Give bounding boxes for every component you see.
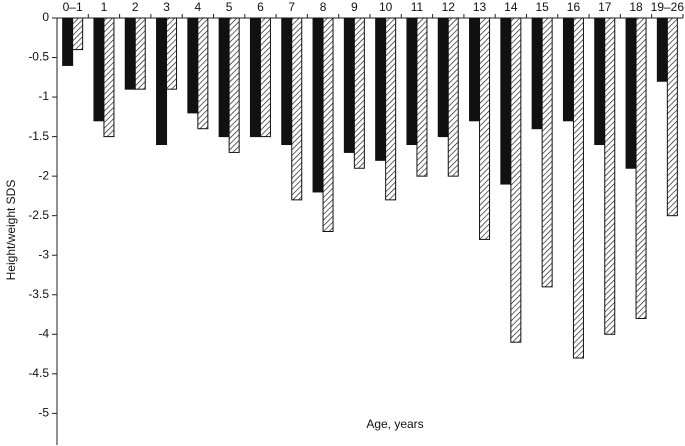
- bar: [312, 17, 324, 193]
- bar: [166, 17, 178, 90]
- x-tick-label: 13: [473, 0, 487, 14]
- y-tick-label: -5: [38, 406, 49, 420]
- y-tick-label: 0: [42, 10, 49, 24]
- x-tick-label: 10: [379, 0, 393, 14]
- bar: [479, 17, 491, 240]
- x-tick-label: 17: [598, 0, 612, 14]
- y-axis-title: Height/weight SDS: [4, 180, 18, 281]
- bar: [572, 17, 584, 359]
- x-tick-label: 12: [442, 0, 456, 14]
- bar: [343, 17, 355, 153]
- x-tick-label: 1: [101, 0, 108, 14]
- x-tick-label: 19–26: [651, 0, 685, 14]
- bar: [625, 17, 637, 169]
- x-tick-label: 4: [195, 0, 202, 14]
- bar: [249, 17, 261, 138]
- bar: [134, 17, 146, 90]
- y-tick-label: -4.5: [28, 366, 49, 380]
- y-tick-label: -2: [38, 168, 49, 182]
- bar: [594, 17, 606, 146]
- x-tick-label: 3: [163, 0, 170, 14]
- bar: [510, 17, 522, 343]
- bar: [469, 17, 481, 122]
- y-tick-label: -2.5: [28, 208, 49, 222]
- bar: [635, 17, 647, 319]
- bar: [281, 17, 293, 146]
- bar: [375, 17, 387, 161]
- x-tick-label: 8: [320, 0, 327, 14]
- bar: [187, 17, 199, 114]
- bar: [62, 17, 74, 66]
- bar: [447, 17, 459, 177]
- bar: [228, 17, 240, 153]
- x-tick-label: 0–1: [63, 0, 83, 14]
- bar: [406, 17, 418, 146]
- bar: [656, 17, 668, 82]
- bar: [385, 17, 397, 201]
- x-tick-label: 5: [226, 0, 233, 14]
- x-tick-label: 15: [535, 0, 549, 14]
- bar: [353, 17, 365, 169]
- x-tick-label: 14: [504, 0, 518, 14]
- bar: [259, 17, 271, 138]
- bar: [531, 17, 543, 130]
- bar: [156, 17, 168, 146]
- bar: [197, 17, 209, 130]
- bar: [72, 17, 84, 51]
- y-tick-label: -1.5: [28, 129, 49, 143]
- bar: [500, 17, 512, 185]
- bar: [562, 17, 574, 122]
- bar: [103, 17, 115, 138]
- bar: [666, 17, 678, 217]
- bar: [604, 17, 616, 335]
- bar: [124, 17, 136, 90]
- y-tick-label: -1: [38, 89, 49, 103]
- x-tick-label: 2: [132, 0, 139, 14]
- bar: [93, 17, 105, 122]
- bar: [416, 17, 428, 177]
- bar: [218, 17, 230, 138]
- x-tick-label: 9: [351, 0, 358, 14]
- y-tick-label: -0.5: [28, 50, 49, 64]
- y-tick-label: -4: [38, 326, 49, 340]
- x-tick-label: 16: [567, 0, 581, 14]
- bar: [322, 17, 334, 232]
- bar: [541, 17, 553, 288]
- y-tick-label: -3.5: [28, 287, 49, 301]
- bar: [291, 17, 303, 201]
- x-tick-label: 7: [288, 0, 295, 14]
- x-tick-label: 6: [257, 0, 264, 14]
- x-tick-label: 18: [629, 0, 643, 14]
- y-tick-label: -3: [38, 247, 49, 261]
- x-tick-label: 11: [411, 0, 424, 14]
- bar: [437, 17, 449, 138]
- x-axis-title: Age, years: [366, 417, 423, 431]
